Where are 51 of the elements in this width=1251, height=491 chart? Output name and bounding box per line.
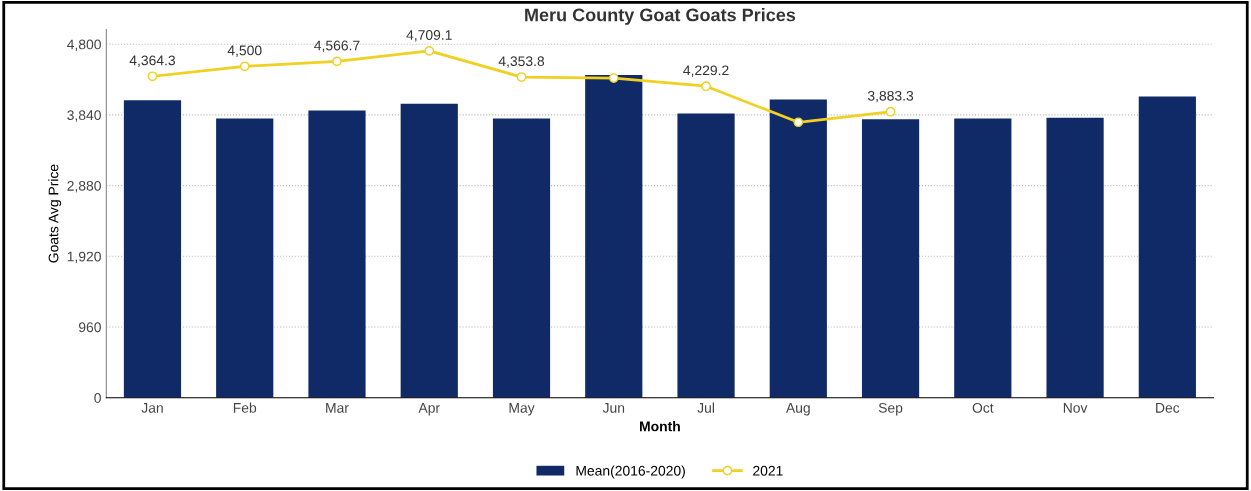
y-tick-label: 1,920 — [67, 251, 101, 264]
x-tick-label: Jun — [602, 403, 625, 413]
point — [239, 61, 250, 72]
x-tick-label: Sep — [878, 402, 903, 416]
x-tick-label: Dec — [1156, 403, 1180, 413]
point — [885, 106, 896, 117]
bar — [492, 118, 551, 398]
y-tick-label: 0 — [94, 393, 101, 403]
point — [608, 73, 619, 83]
y-tick-label: 2,880 — [67, 180, 101, 193]
data-label: 4,229.2 — [683, 65, 729, 77]
x-axis-title: Month — [640, 421, 680, 432]
x-tick-label: Oct — [972, 402, 994, 413]
bar — [216, 118, 274, 398]
x-tick-label: May — [509, 403, 535, 416]
x-tick-label: Jul — [697, 402, 714, 413]
y-tick-label: 4,800 — [67, 39, 101, 51]
data-label: 3,883.3 — [867, 90, 914, 103]
point — [424, 46, 435, 56]
y-tick-label: 3,840 — [67, 110, 101, 122]
bar — [400, 103, 458, 398]
bar — [769, 99, 827, 398]
bar — [677, 113, 735, 398]
data-label: 4,709.1 — [406, 30, 452, 42]
x-tick-label: Feb — [233, 402, 257, 413]
bar — [1046, 117, 1104, 398]
x-tick-label: Aug — [785, 403, 810, 416]
x-tick-label: Jan — [141, 403, 163, 413]
point — [516, 72, 527, 82]
legend-label: Mean(2016-2020) — [576, 465, 685, 479]
point — [332, 56, 342, 67]
x-tick-label: Nov — [1063, 403, 1088, 413]
bar — [308, 110, 366, 398]
bar — [954, 118, 1012, 398]
x-tick-label: Mar — [326, 403, 349, 413]
data-label: 4,500 — [227, 45, 262, 57]
point — [147, 71, 158, 82]
y-axis-title: Goats Avg Price — [48, 164, 62, 263]
bar — [1138, 96, 1196, 398]
data-label: 4,353.8 — [498, 56, 545, 68]
legend-label: 2021 — [753, 465, 783, 476]
bar — [861, 119, 920, 398]
x-tick-label: Apr — [418, 403, 440, 416]
point — [701, 81, 711, 92]
data-label: 4,566.7 — [314, 40, 360, 53]
point — [793, 117, 804, 128]
data-label: 4,364.3 — [129, 55, 176, 67]
y-tick-label: 960 — [78, 322, 101, 333]
bar — [585, 75, 643, 398]
chart-title: Meru County Goat Goats Prices — [525, 8, 796, 25]
bar — [123, 100, 182, 398]
